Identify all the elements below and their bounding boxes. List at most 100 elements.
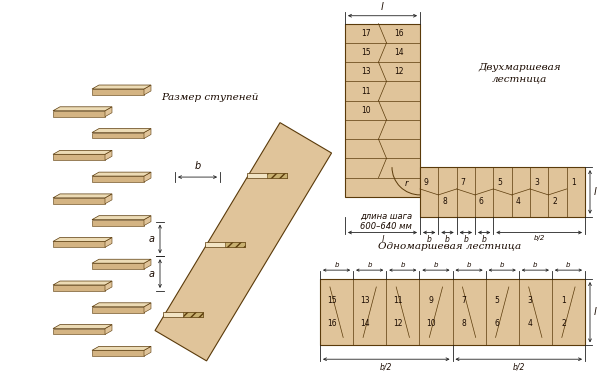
Polygon shape (144, 172, 151, 182)
Text: Размер ступеней: Размер ступеней (161, 93, 259, 102)
Text: 6: 6 (495, 319, 500, 328)
Text: b: b (533, 262, 538, 268)
Text: b: b (427, 235, 431, 245)
Polygon shape (225, 242, 245, 247)
Text: 9: 9 (424, 178, 429, 187)
Text: b: b (334, 262, 339, 268)
Text: 1: 1 (561, 296, 566, 306)
Polygon shape (92, 172, 151, 176)
Polygon shape (53, 281, 112, 285)
Polygon shape (53, 285, 105, 291)
Text: b: b (194, 161, 200, 171)
Text: 4: 4 (515, 197, 521, 207)
Polygon shape (420, 167, 585, 217)
Polygon shape (105, 107, 112, 117)
Polygon shape (92, 89, 144, 95)
Polygon shape (144, 85, 151, 95)
Text: 11: 11 (361, 86, 371, 96)
Polygon shape (247, 173, 287, 178)
Text: 5: 5 (495, 296, 500, 306)
Polygon shape (144, 128, 151, 138)
Text: b: b (500, 262, 505, 268)
Polygon shape (92, 263, 144, 269)
Text: 16: 16 (327, 319, 337, 328)
Polygon shape (105, 281, 112, 291)
Polygon shape (155, 123, 332, 361)
Polygon shape (53, 325, 112, 328)
Polygon shape (92, 219, 144, 226)
Polygon shape (92, 128, 151, 133)
Polygon shape (92, 216, 151, 219)
Text: 12: 12 (394, 67, 404, 76)
Text: b/2: b/2 (512, 362, 525, 371)
Polygon shape (105, 325, 112, 335)
Text: 8: 8 (442, 197, 447, 207)
Text: Одномаршевая лестница: Одномаршевая лестница (379, 242, 521, 251)
Polygon shape (92, 133, 144, 138)
Polygon shape (144, 303, 151, 313)
Text: 16: 16 (394, 29, 404, 38)
Text: a: a (149, 269, 155, 279)
Text: 10: 10 (361, 106, 371, 115)
Text: b: b (467, 262, 472, 268)
Polygon shape (92, 350, 144, 356)
Polygon shape (105, 194, 112, 204)
Text: b: b (482, 235, 487, 245)
Text: 2: 2 (553, 197, 557, 207)
Polygon shape (92, 346, 151, 350)
Text: 15: 15 (327, 296, 337, 306)
Polygon shape (144, 346, 151, 356)
Text: b: b (463, 235, 468, 245)
Polygon shape (53, 154, 105, 160)
Polygon shape (92, 259, 151, 263)
Text: a: a (149, 234, 155, 244)
Polygon shape (53, 111, 105, 117)
Text: r: r (404, 179, 408, 188)
Polygon shape (92, 85, 151, 89)
Text: b: b (445, 235, 450, 245)
Text: 8: 8 (462, 319, 466, 328)
Text: 10: 10 (426, 319, 436, 328)
Text: 4: 4 (528, 319, 533, 328)
Text: 12: 12 (393, 319, 403, 328)
Text: l: l (381, 2, 384, 12)
Text: 13: 13 (360, 296, 370, 306)
Text: 6: 6 (479, 197, 484, 207)
Polygon shape (53, 198, 105, 204)
Polygon shape (163, 312, 203, 317)
Polygon shape (144, 216, 151, 226)
Polygon shape (92, 176, 144, 182)
Polygon shape (320, 279, 585, 345)
Text: 7: 7 (461, 296, 467, 306)
Polygon shape (53, 237, 112, 242)
Polygon shape (184, 312, 203, 317)
Text: 11: 11 (393, 296, 403, 306)
Polygon shape (53, 107, 112, 111)
Text: 14: 14 (360, 319, 370, 328)
Polygon shape (53, 150, 112, 154)
Polygon shape (53, 194, 112, 198)
Polygon shape (205, 242, 245, 247)
Text: b: b (434, 262, 438, 268)
Text: b/2: b/2 (533, 235, 545, 242)
Text: Двухмаршевая
лестница: Двухмаршевая лестница (479, 63, 562, 83)
Text: l: l (382, 235, 383, 245)
Text: 3: 3 (534, 178, 539, 187)
Polygon shape (92, 307, 144, 313)
Text: 5: 5 (497, 178, 502, 187)
Polygon shape (53, 242, 105, 247)
Text: длина шага
600–640 мм: длина шага 600–640 мм (360, 212, 412, 231)
Polygon shape (345, 24, 420, 197)
Text: 9: 9 (428, 296, 433, 306)
Text: 17: 17 (361, 29, 371, 38)
Text: b: b (566, 262, 571, 268)
Text: l: l (594, 187, 597, 197)
Polygon shape (53, 328, 105, 335)
Text: 13: 13 (361, 67, 371, 76)
Text: b: b (401, 262, 405, 268)
Polygon shape (105, 150, 112, 160)
Text: 1: 1 (571, 178, 575, 187)
Polygon shape (266, 173, 287, 178)
Text: b: b (367, 262, 372, 268)
Text: 14: 14 (394, 48, 404, 57)
